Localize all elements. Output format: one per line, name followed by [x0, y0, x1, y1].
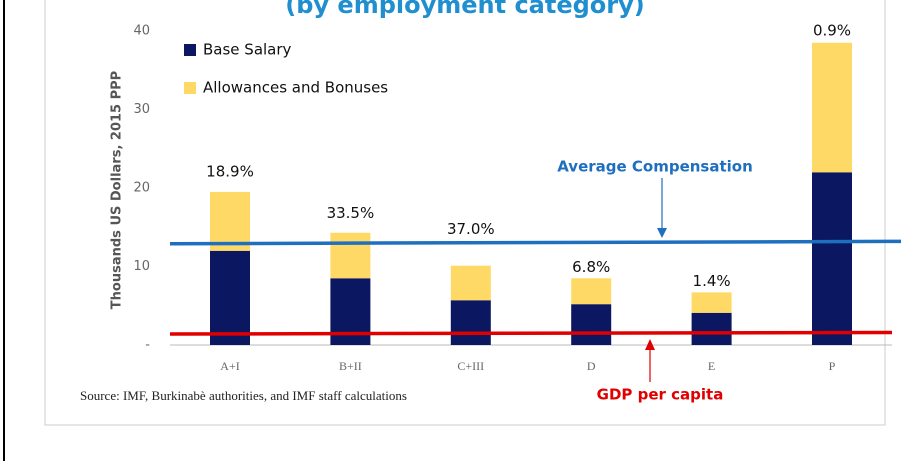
- legend-label: Base Salary: [203, 41, 292, 59]
- bar-segment: [210, 250, 250, 345]
- bar-segment: [691, 312, 732, 345]
- annotation: Average Compensation: [557, 158, 753, 176]
- chart-title: (by employment category): [285, 0, 644, 19]
- bar-segment: [450, 300, 491, 345]
- legend-swatch: [184, 44, 196, 56]
- bar-segment: [812, 42, 852, 173]
- y-axis-label: Thousands US Dollars, 2015 PPP: [110, 71, 125, 309]
- bar-segment: [571, 278, 612, 305]
- legend-label: Allowances and Bonuses: [203, 79, 388, 97]
- reference-line: [169, 239, 901, 246]
- chart-box: [44, 0, 886, 426]
- arrow-head: [645, 339, 655, 350]
- x-tick-label: D: [587, 359, 596, 373]
- share-label: 6.8%: [572, 258, 610, 276]
- share-label: 1.4%: [693, 272, 731, 290]
- share-label: 33.5%: [327, 204, 375, 222]
- y-tick-label: 20: [133, 181, 150, 196]
- x-tick-label: C+III: [457, 359, 484, 373]
- y-tick-label: 40: [133, 24, 150, 39]
- x-tick-label: B+II: [339, 359, 362, 373]
- x-tick-label: P: [829, 359, 836, 373]
- annotation: GDP per capita: [597, 386, 724, 404]
- bar-segment: [571, 304, 612, 345]
- bar-segment: [450, 265, 491, 301]
- bar-segment: [691, 292, 732, 313]
- share-label: 18.9%: [206, 162, 254, 180]
- legend-swatch: [184, 82, 196, 94]
- source-note: Source: IMF, Burkinabè authorities, and …: [80, 388, 407, 403]
- arrow-head: [657, 228, 667, 238]
- x-tick-label: A+I: [220, 359, 239, 373]
- reference-line: [169, 330, 893, 336]
- bar-segment: [210, 191, 250, 251]
- y-tick-label: 30: [133, 102, 150, 117]
- bar-segment: [812, 172, 852, 345]
- x-tick-label: E: [708, 359, 715, 373]
- bar-segment: [330, 232, 371, 279]
- share-label: 0.9%: [813, 21, 851, 39]
- y-tick-label: -: [145, 338, 150, 353]
- share-label: 37.0%: [447, 220, 495, 238]
- y-tick-label: 10: [133, 259, 150, 274]
